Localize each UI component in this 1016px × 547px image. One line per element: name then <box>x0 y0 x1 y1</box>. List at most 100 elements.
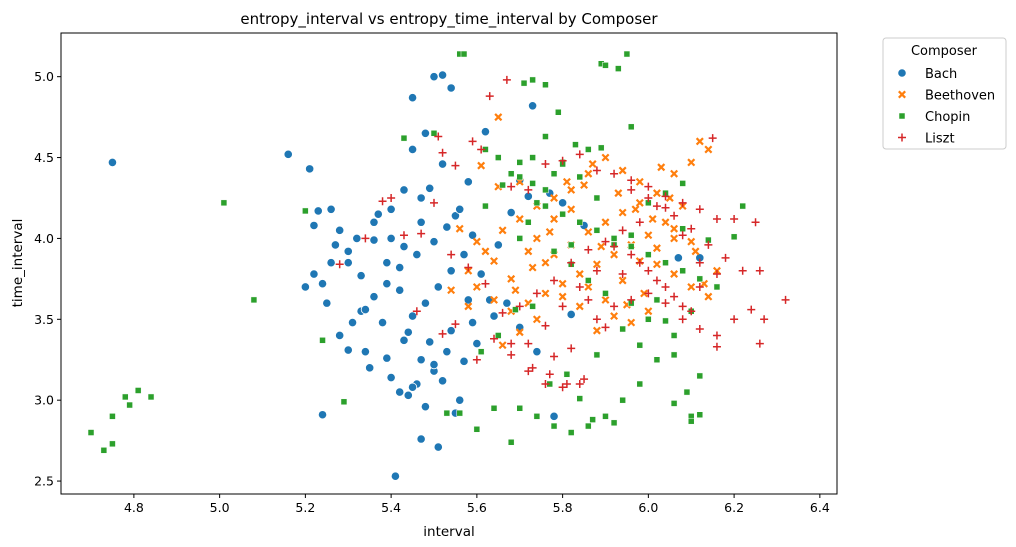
data-point-liszt <box>438 148 447 157</box>
data-point-liszt <box>670 292 679 301</box>
data-point-chopin <box>602 413 609 420</box>
data-point-beethoven <box>575 270 584 278</box>
data-point-chopin <box>477 348 485 355</box>
data-point-bach <box>442 347 452 357</box>
data-point-beethoven <box>477 161 486 170</box>
data-point-beethoven <box>584 227 593 236</box>
data-point-chopin <box>597 144 605 152</box>
data-point-beethoven <box>640 289 649 298</box>
data-point-liszt <box>451 161 460 170</box>
data-point-beethoven <box>635 177 644 186</box>
x-tick-label: 4.8 <box>124 500 144 515</box>
data-point-bach <box>467 230 478 240</box>
data-point-chopin <box>739 202 746 210</box>
legend-item-bach: Bach <box>897 67 957 82</box>
data-point-beethoven <box>704 292 713 301</box>
data-point-liszt <box>644 193 653 202</box>
data-point-beethoven <box>541 258 550 267</box>
data-point-beethoven <box>550 215 559 223</box>
data-point-liszt <box>712 270 721 279</box>
x-tick-label: 5.8 <box>553 500 573 515</box>
data-point-beethoven <box>567 185 576 194</box>
data-point-bach <box>317 279 328 289</box>
data-point-bach <box>343 258 353 268</box>
data-point-chopin <box>555 109 562 116</box>
data-point-chopin <box>730 233 738 241</box>
data-point-liszt <box>695 282 704 291</box>
data-point-bach <box>425 337 435 347</box>
data-point-bach <box>407 382 418 392</box>
data-point-beethoven <box>652 189 661 198</box>
data-point-bach <box>326 258 336 268</box>
data-point-chopin <box>593 194 601 202</box>
data-point-liszt <box>477 145 486 154</box>
data-point-chopin <box>636 380 644 388</box>
data-point-liszt <box>618 270 627 279</box>
data-point-beethoven <box>704 145 713 154</box>
data-point-bach <box>433 442 443 452</box>
data-point-bach <box>386 204 396 214</box>
data-point-bach <box>386 233 396 244</box>
data-point-liszt <box>661 192 670 201</box>
legend-item-beethoven: Beethoven <box>898 89 995 104</box>
data-point-bach <box>476 269 486 279</box>
data-point-bach <box>489 311 499 321</box>
data-point-chopin <box>713 283 721 291</box>
data-point-liszt <box>507 182 516 191</box>
data-point-bach <box>386 372 396 383</box>
data-point-bach <box>437 376 448 386</box>
data-point-chopin <box>696 411 704 418</box>
data-point-liszt <box>524 339 533 348</box>
data-point-liszt <box>438 329 447 338</box>
data-point-chopin <box>87 429 95 436</box>
data-point-chopin <box>653 296 661 304</box>
data-point-bach <box>437 159 448 169</box>
data-point-chopin <box>495 332 502 339</box>
data-point-bach <box>502 298 512 308</box>
data-point-liszt <box>627 295 636 304</box>
data-point-liszt <box>429 198 438 207</box>
data-point-chopin <box>593 227 601 234</box>
data-point-liszt <box>695 205 704 214</box>
data-point-bach <box>455 395 465 405</box>
data-point-bach <box>107 157 118 168</box>
data-point-beethoven <box>494 113 503 122</box>
data-point-chopin <box>430 130 438 137</box>
data-point-beethoven <box>610 250 619 259</box>
data-point-liszt <box>730 215 739 224</box>
data-point-chopin <box>567 241 575 249</box>
data-point-chopin <box>529 303 536 310</box>
legend-label-beethoven: Beethoven <box>925 89 995 104</box>
data-point-liszt <box>490 334 499 343</box>
data-point-beethoven <box>695 137 704 146</box>
data-point-chopin <box>683 388 691 396</box>
data-point-liszt <box>580 375 589 384</box>
data-point-liszt <box>610 302 619 311</box>
data-point-liszt <box>550 352 559 361</box>
data-point-bach <box>399 185 409 195</box>
data-point-chopin <box>563 371 571 378</box>
data-point-liszt <box>695 258 704 267</box>
data-point-beethoven <box>584 282 593 291</box>
data-point-chopin <box>340 398 348 406</box>
data-point-bach <box>420 128 431 138</box>
data-point-chopin <box>623 50 631 58</box>
data-point-liszt <box>481 279 490 288</box>
data-point-bach <box>365 363 375 373</box>
data-point-bach <box>283 149 293 159</box>
data-point-bach <box>425 183 435 193</box>
data-point-liszt <box>661 299 670 308</box>
data-point-chopin <box>610 419 618 427</box>
data-point-chopin <box>122 393 129 401</box>
data-point-beethoven <box>575 302 584 311</box>
data-point-chopin <box>525 219 532 226</box>
data-point-liszt <box>592 266 601 275</box>
data-point-chopin <box>302 207 309 215</box>
data-point-liszt <box>378 197 387 206</box>
data-point-chopin <box>619 396 626 404</box>
data-point-beethoven <box>490 257 498 266</box>
data-point-chopin <box>602 290 609 297</box>
data-point-beethoven <box>528 263 537 272</box>
data-point-bach <box>412 250 422 260</box>
data-point-bach <box>382 353 392 363</box>
